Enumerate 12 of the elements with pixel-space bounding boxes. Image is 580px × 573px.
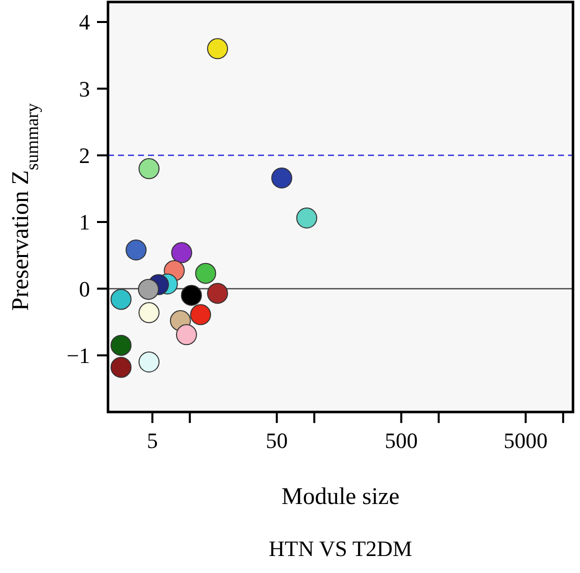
y-tick-label: 3 (79, 76, 90, 102)
x-tick-label: 5000 (504, 428, 548, 453)
y-tick-label: 2 (79, 143, 90, 168)
y-tick-label: 1 (79, 210, 90, 235)
y-tick-label: 4 (79, 10, 90, 35)
x-axis-title: Module size (282, 484, 400, 510)
text: HTN VS T2DM (268, 536, 412, 561)
y-tick-label: 0 (79, 276, 90, 302)
x-tick-label: 50 (266, 428, 288, 453)
x-tick-label: 5 (146, 428, 158, 453)
x-tick-label: 500 (384, 428, 418, 453)
y-tick-label: −1 (66, 343, 90, 368)
